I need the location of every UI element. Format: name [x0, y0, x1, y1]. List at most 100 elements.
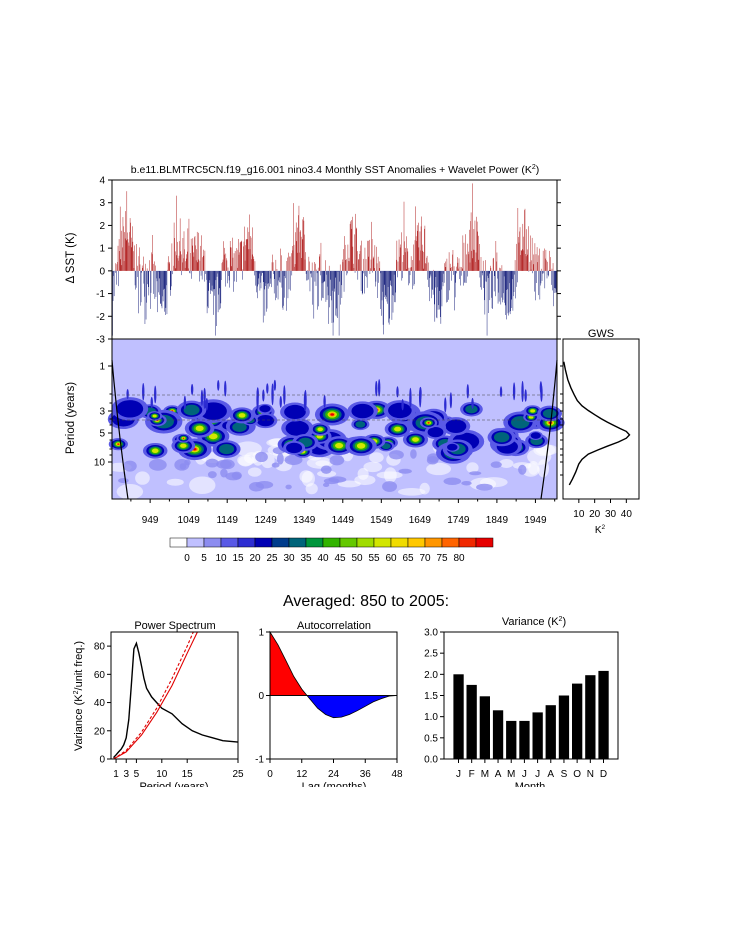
wavelet-power-contour [183, 404, 200, 416]
wavelet-power-contour [530, 432, 541, 439]
wavelet-power-contour [530, 409, 536, 413]
variance-x-tick-label: M [481, 769, 489, 780]
wavelet-short-period-spike [154, 385, 157, 404]
wavelet-power-contour [117, 443, 120, 445]
wavelet-mid-patch [398, 468, 412, 474]
wavelet-power-contour [542, 409, 557, 419]
variance-axes: J F M A M J J A S O N D0.00.51.01.52.02.53.0 [424, 628, 607, 781]
wavelet-power-contour [116, 400, 144, 418]
wavelet-x-tick-label: 1949 [524, 515, 547, 526]
wavelet-short-period-spike [205, 397, 209, 411]
wavelet-mid-patch [461, 480, 472, 486]
wavelet-mid-patch [255, 451, 268, 463]
variance-x-tick-label: J [456, 769, 461, 780]
power-spectrum-x-tick-label: 15 [182, 769, 194, 780]
wavelet-mid-patch [476, 483, 493, 491]
wavelet-low-power-patch [301, 470, 315, 487]
wavelet-y-tick-label: 3 [99, 407, 105, 418]
variance-title: Variance (K2) [502, 616, 566, 628]
wavelet-mid-patch [382, 481, 398, 492]
wavelet-mid-patch [174, 458, 190, 471]
autocorrelation-x-tick-label: 24 [328, 769, 340, 780]
power-spectrum-x-tick-label: 25 [232, 769, 244, 780]
power-spectrum-y-axis-label: Variance (K2/unit freq.) [73, 641, 85, 751]
variance-x-tick-label: A [547, 769, 554, 780]
gws-x-axis: 10 20 30 40 [573, 499, 632, 520]
autocorrelation-x-tick-label: 12 [296, 769, 308, 780]
wavelet-short-period-spike [266, 383, 269, 394]
wavelet-y-tick-label: 1 [99, 362, 105, 373]
wavelet-short-period-spike [524, 389, 527, 402]
variance-bar [519, 720, 530, 759]
autocorrelation-x-tick-label: 0 [267, 769, 273, 780]
wavelet-low-power-patch [466, 462, 479, 474]
colorbar-label: 30 [283, 553, 295, 564]
gws-title: GWS [588, 328, 614, 340]
wavelet-short-period-spike [142, 382, 145, 401]
wavelet-low-power-patch [357, 467, 369, 480]
wavelet-mid-patch [205, 458, 219, 468]
wavelet-low-power-patch [337, 480, 361, 488]
wavelet-short-period-spike [190, 383, 194, 395]
sst-frame [111, 179, 558, 340]
colorbar-label: 50 [351, 553, 363, 564]
wavelet-low-power-patch [426, 462, 452, 476]
wavelet-mid-patch [231, 471, 242, 480]
power-spectrum-title: Power Spectrum [134, 620, 215, 632]
variance-bar [492, 710, 504, 759]
wavelet-short-period-spike [217, 380, 220, 391]
colorbar-label: 60 [385, 553, 397, 564]
crop-mask [0, 787, 733, 945]
wavelet-power-contour [180, 443, 187, 448]
autocorrelation-fill [269, 630, 398, 719]
wavelet-x-tick-label: 1349 [293, 515, 316, 526]
wavelet-low-power-patch [116, 483, 144, 500]
variance-x-tick-label: S [561, 769, 568, 780]
wavelet-x-tick-label: 1149 [216, 515, 238, 526]
sst-positive-anomalies [115, 183, 554, 271]
wavelet-low-power-patch [363, 461, 383, 473]
wavelet-short-period-spike [396, 386, 399, 398]
gws-x-tick-label: 40 [621, 509, 633, 520]
gws-y-ticks [560, 365, 563, 476]
wavelet-power-contours [107, 379, 565, 500]
wavelet-mid-patch [410, 449, 417, 459]
colorbar-swatch [220, 537, 239, 548]
wavelet-short-period-spike [262, 389, 265, 402]
wavelet-power-contour [355, 421, 366, 428]
gws-panel: GWS 10 20 30 40 K2 [560, 328, 640, 536]
colorbar-label: 45 [334, 553, 346, 564]
sst-y-tick-label: -3 [96, 335, 105, 346]
wavelet-power-contour [285, 420, 309, 436]
variance-x-tick-label: A [495, 769, 502, 780]
cone-of-influence-left [111, 359, 129, 500]
wavelet-short-period-spike [150, 396, 153, 409]
wavelet-power-contour [182, 437, 185, 439]
power-spectrum-line [112, 641, 239, 759]
power-spectrum-frame [110, 631, 239, 760]
wavelet-power-contour [195, 425, 204, 432]
wavelet-power-contour [151, 448, 159, 453]
wavelet-short-period-spike [203, 398, 206, 409]
variance-y-tick-label: 3.0 [424, 628, 438, 639]
gws-x-axis-label: K2 [595, 524, 606, 536]
variance-x-tick-label: D [600, 769, 607, 780]
sst-y-tick-label: 0 [99, 266, 105, 277]
wavelet-low-power-patch [499, 459, 514, 468]
colorbar-swatch [271, 537, 290, 548]
variance-y-tick-label: 2.0 [424, 670, 438, 681]
variance-y-tick-label: 1.5 [424, 691, 438, 702]
wavelet-mid-patch [207, 471, 217, 479]
colorbar-label: 35 [300, 553, 312, 564]
variance-x-tick-label: O [573, 769, 581, 780]
variance-bar [585, 675, 596, 759]
colorbar-label: 5 [201, 553, 207, 564]
colorbar-swatch [424, 537, 443, 548]
colorbar-label: 0 [184, 553, 190, 564]
wavelet-low-power-patch [369, 452, 384, 463]
wavelet-short-period-spike [279, 396, 282, 408]
wavelet-power-contour [218, 443, 235, 455]
wavelet-power-contour [394, 426, 402, 432]
power-spectrum-lines [112, 631, 239, 760]
variance-y-tick-label: 0.0 [424, 755, 438, 766]
